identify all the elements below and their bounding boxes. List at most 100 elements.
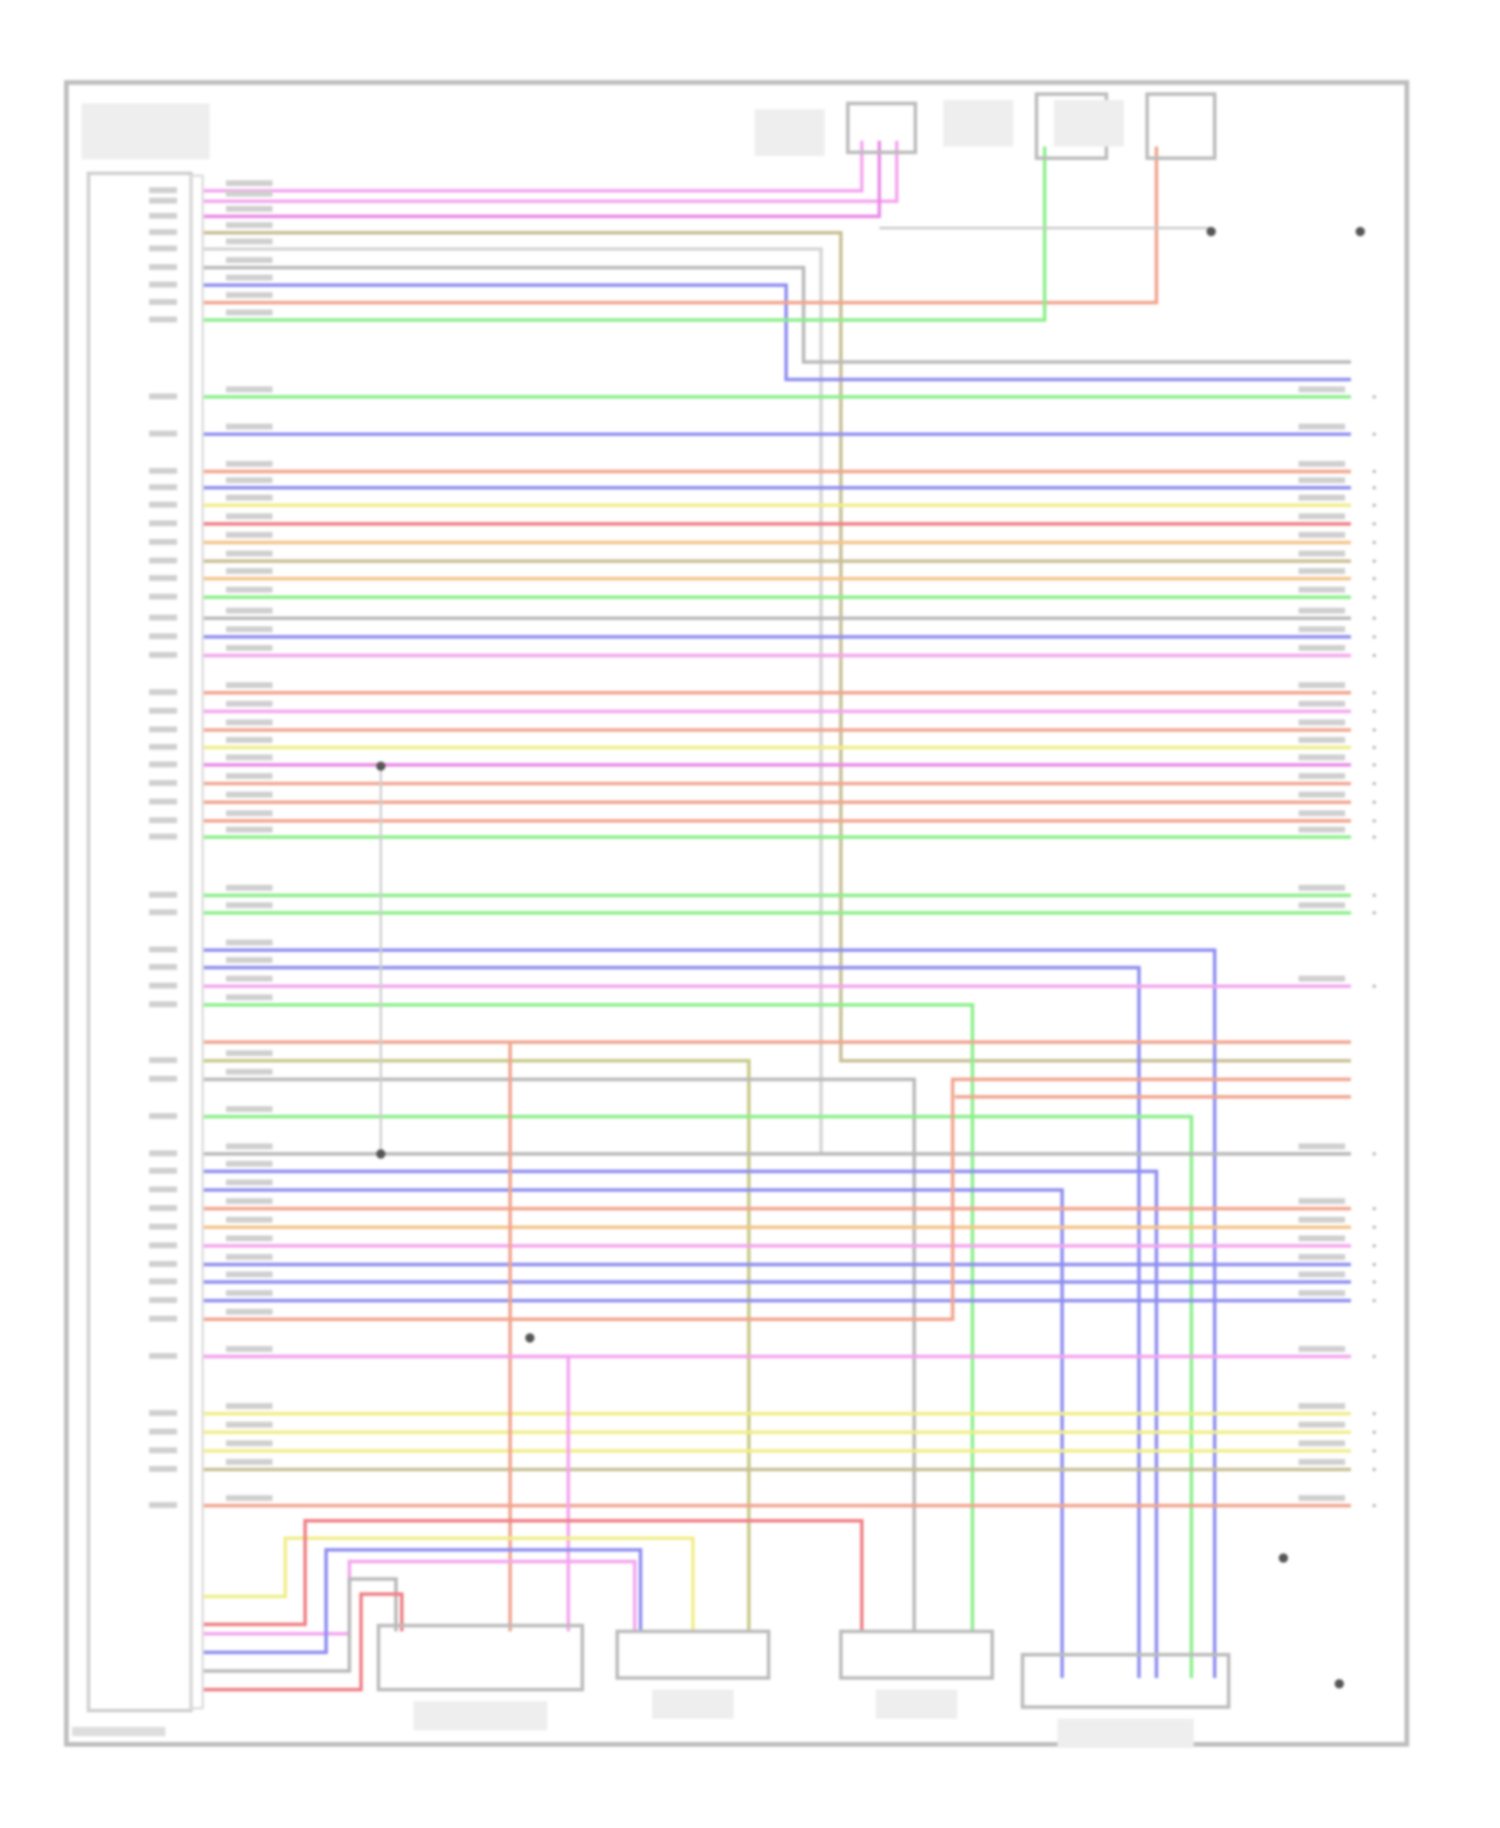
wire-label — [225, 513, 273, 520]
pin-label — [149, 393, 178, 400]
pin-label — [149, 1242, 178, 1249]
wire-label — [225, 1143, 273, 1150]
component-connector — [846, 101, 918, 155]
wire-label — [1298, 1143, 1346, 1150]
wire-label — [225, 1308, 273, 1315]
pin-label — [149, 557, 178, 564]
pin-label — [149, 1297, 178, 1303]
pin-number — [1372, 1503, 1376, 1508]
pin-number — [1372, 984, 1376, 988]
pin-label — [149, 761, 178, 768]
pin-number — [1372, 763, 1376, 767]
splice-dot — [1355, 226, 1365, 237]
wire — [203, 146, 1047, 322]
wire-label — [225, 700, 273, 707]
pin-number — [1372, 635, 1376, 639]
main-connector — [86, 171, 193, 1713]
wire-label — [225, 586, 273, 593]
component-label — [413, 1701, 548, 1731]
pin-number — [1372, 486, 1376, 490]
wire-label — [1298, 513, 1346, 520]
pin-label — [149, 707, 178, 714]
pin-label — [149, 1315, 178, 1322]
pin-number — [1372, 1225, 1376, 1230]
wire-label — [225, 205, 273, 212]
wire-label — [1298, 810, 1346, 817]
components — [72, 92, 1231, 1748]
pin-label — [149, 430, 178, 437]
wire-label — [225, 1068, 273, 1075]
wire-label — [225, 477, 273, 484]
pin-number — [1372, 522, 1376, 526]
wire-label — [225, 1421, 273, 1428]
pin-number — [1372, 616, 1376, 620]
wire-label — [225, 1050, 273, 1057]
main-connector-label — [81, 103, 210, 160]
diagram-frame — [64, 80, 1410, 1747]
wire-label — [225, 1403, 273, 1409]
wire-label — [225, 773, 273, 779]
wire-label — [1298, 1403, 1346, 1409]
pin-label — [149, 946, 178, 953]
wire-label — [225, 274, 273, 281]
pin-label — [149, 575, 178, 581]
pin-number — [1372, 1354, 1376, 1359]
wire-label — [225, 736, 273, 743]
pin-label — [149, 1502, 178, 1508]
component-connector — [376, 1623, 585, 1692]
pin-label — [149, 539, 178, 545]
wire-label — [1298, 791, 1346, 798]
pin-number — [1372, 540, 1376, 545]
pin-label — [149, 593, 178, 600]
wire-label — [1298, 1216, 1346, 1223]
pin-number — [1372, 469, 1376, 474]
component-label — [943, 99, 1014, 147]
wire-label — [225, 1160, 273, 1167]
pin-label — [149, 1223, 178, 1230]
wire — [203, 140, 882, 219]
wire-label — [1298, 736, 1346, 743]
wire-label — [225, 1179, 273, 1186]
wire — [203, 1077, 1351, 1322]
pin-number — [1372, 1411, 1376, 1416]
wire-label — [225, 1346, 273, 1352]
pin-label — [149, 264, 178, 270]
wire-label — [1298, 386, 1346, 393]
pin-label — [149, 467, 178, 474]
splice-dot — [1334, 1679, 1344, 1689]
wire-label — [1298, 1235, 1346, 1242]
pin-label — [149, 1353, 178, 1359]
pin-label — [149, 1113, 178, 1119]
pin-label — [149, 187, 178, 194]
pin-number — [1372, 1206, 1376, 1211]
component-label — [754, 109, 825, 156]
wire — [203, 265, 1351, 364]
wire — [203, 965, 1141, 1678]
pin-label — [149, 484, 178, 491]
wire-label — [225, 719, 273, 726]
wire-label — [225, 884, 273, 891]
wire-label — [225, 791, 273, 798]
wire-label — [225, 386, 273, 393]
wire-label — [1298, 494, 1346, 501]
wire-label — [225, 494, 273, 501]
wire — [203, 1354, 571, 1632]
pin-label — [149, 1205, 178, 1211]
component-label — [1057, 1718, 1194, 1748]
pin-label — [149, 798, 178, 805]
pin-label — [149, 229, 178, 236]
pin-label — [149, 726, 178, 733]
wire-label — [225, 975, 273, 982]
wire — [203, 1519, 864, 1632]
wire-label — [225, 292, 273, 298]
pin-label — [149, 743, 178, 750]
component-label — [652, 1689, 734, 1719]
wire-label — [1298, 626, 1346, 633]
pin-number — [1372, 1449, 1376, 1453]
pin-number — [1372, 728, 1376, 732]
wire-label — [1298, 1459, 1346, 1465]
pin-label — [149, 1167, 178, 1174]
wire-label — [225, 826, 273, 833]
wire-label — [1298, 477, 1346, 484]
pin-number — [1372, 911, 1376, 915]
